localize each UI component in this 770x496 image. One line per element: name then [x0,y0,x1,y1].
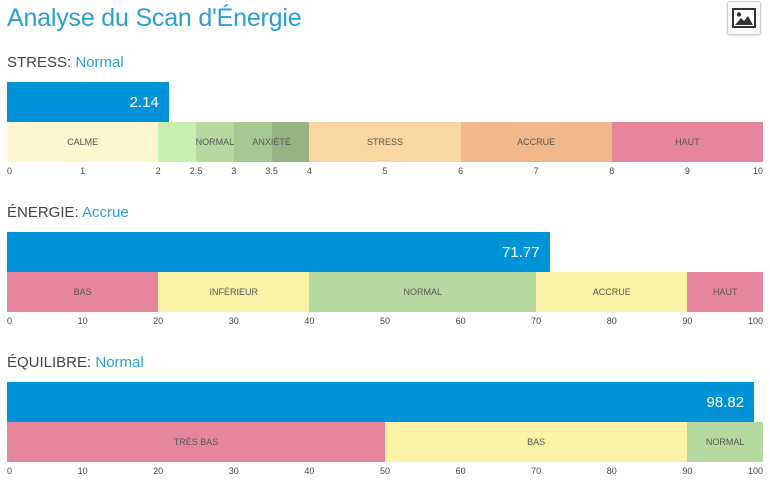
equilibre-zone-label: BAS [527,437,546,447]
stress-tick-label: 8 [609,166,615,176]
energie-tick-label: 10 [77,316,88,326]
equilibre-value: 98.82 [706,393,745,411]
equilibre-zones: TRÈS BAS BAS NORMAL [7,422,763,462]
equilibre-tick-label: 10 [77,466,88,476]
equilibre-status: Normal [95,354,144,371]
energie-tick-label: 90 [682,316,693,326]
energie-zone [536,272,688,312]
stress-tick-label: 6 [458,166,464,176]
equilibre-tick-label: 40 [304,466,315,476]
stress-value: 2.14 [129,93,159,111]
energie-axis: 0 10 20 30 40 50 60 70 80 90 100 [7,316,763,330]
page-title: Analyse du Scan d'Énergie [7,4,302,32]
stress-label: STRESS: [7,54,72,71]
energie-zones: BAS INFÉRIEUR NORMAL ACCRUE HAUT [7,272,763,312]
equilibre-tick-label: 60 [455,466,466,476]
stress-tick-label: 10 [752,166,763,176]
energie-tick-label: 0 [7,316,13,326]
energie-tick-label: 60 [455,316,466,326]
stress-zone-label: CALME [67,137,99,147]
stress-zone [196,122,234,162]
energie-zone [158,272,310,312]
energie-status: Accrue [82,204,129,221]
equilibre-zone [385,422,688,462]
energie-zone [7,272,159,312]
energie-zone-label: ACCRUE [592,287,631,297]
equilibre-section: ÉQUILIBRE: Normal 98.82 TRÈS BAS BAS NORMA… [7,354,763,490]
equilibre-zone-label: TRÈS BAS [173,437,219,447]
stress-zone-label: NORMAL [195,137,235,147]
equilibre-zone-label: NORMAL [705,437,745,447]
stress-zone [611,122,763,162]
stress-tick-label: 2.5 [189,166,203,176]
energie-zone [687,272,763,312]
energie-section: ÉNERGIE: Accrue 71.77 BAS INFÉRIEUR NORMAL… [7,204,763,340]
energie-tick-label: 30 [228,316,239,326]
stress-zone-label: HAUT [675,137,700,147]
stress-axis: 0 1 2 2.5 3 3.5 4 5 6 7 8 9 10 [7,166,763,180]
equilibre-tick-label: 80 [606,466,617,476]
equilibre-zone [7,422,385,462]
equilibre-tick-label: 90 [682,466,693,476]
stress-zone-label: STRESS [366,137,404,147]
equilibre-tick-label: 70 [531,466,542,476]
stress-zone [7,122,159,162]
stress-tick-label: 3 [231,166,237,176]
stress-zone [271,122,310,162]
equilibre-tick-label: 100 [747,466,763,476]
energie-label: ÉNERGIE: [7,204,79,221]
energie-tick-label: 100 [747,316,763,326]
stress-tick-label: 7 [533,166,539,176]
equilibre-heading: ÉQUILIBRE: Normal [7,354,144,371]
energie-tick-label: 70 [531,316,542,326]
equilibre-tick-label: 30 [228,466,239,476]
stress-zone [233,122,272,162]
image-button[interactable] [727,1,761,35]
energie-value: 71.77 [502,243,540,261]
equilibre-value-bar: 98.82 [7,382,755,422]
energie-heading: ÉNERGIE: Accrue [7,204,129,221]
equilibre-tick-label: 0 [7,466,13,476]
equilibre-tick-label: 50 [379,466,391,476]
stress-tick-label: 2 [155,166,161,176]
stress-heading: STRESS: Normal [7,54,124,71]
energie-tick-label: 40 [304,316,315,326]
stress-zone-label: ANXIÉTÉ [252,137,291,147]
stress-zone [309,122,461,162]
energie-zone-label: BAS [73,287,92,297]
stress-zone [460,122,612,162]
energie-tick-label: 80 [606,316,617,326]
energie-zone-label: NORMAL [403,287,443,297]
energie-zone-label: INFÉRIEUR [209,287,259,297]
stress-zones: CALME NORMAL ANXIÉTÉ STRESS ACCRUE HAUT [7,122,763,162]
equilibre-label: ÉQUILIBRE: [7,354,92,371]
image-icon [732,8,756,28]
energie-zone-label: HAUT [712,287,738,297]
energie-tick-label: 20 [153,316,164,326]
stress-tick-label: 5 [382,166,388,176]
equilibre-axis: 0 10 20 30 40 50 60 70 80 90 100 [7,466,763,480]
stress-tick-label: 0 [7,166,13,176]
stress-tick-label: 9 [684,166,690,176]
stress-zone [158,122,196,162]
stress-tick-label: 3.5 [265,166,278,176]
equilibre-zone [687,422,763,462]
stress-status: Normal [75,54,124,71]
energie-value-bar: 71.77 [7,232,550,272]
stress-value-bar: 2.14 [7,82,169,122]
stress-tick-label: 1 [80,166,86,176]
stress-zone-label: ACCRUE [517,137,556,147]
equilibre-tick-label: 20 [153,466,164,476]
energie-tick-label: 50 [379,316,391,326]
stress-tick-label: 4 [306,166,312,176]
stress-section: STRESS: Normal 2.14 CALME NORMAL ANXIÉTÉ ST… [7,54,763,190]
energie-zone [309,272,537,312]
